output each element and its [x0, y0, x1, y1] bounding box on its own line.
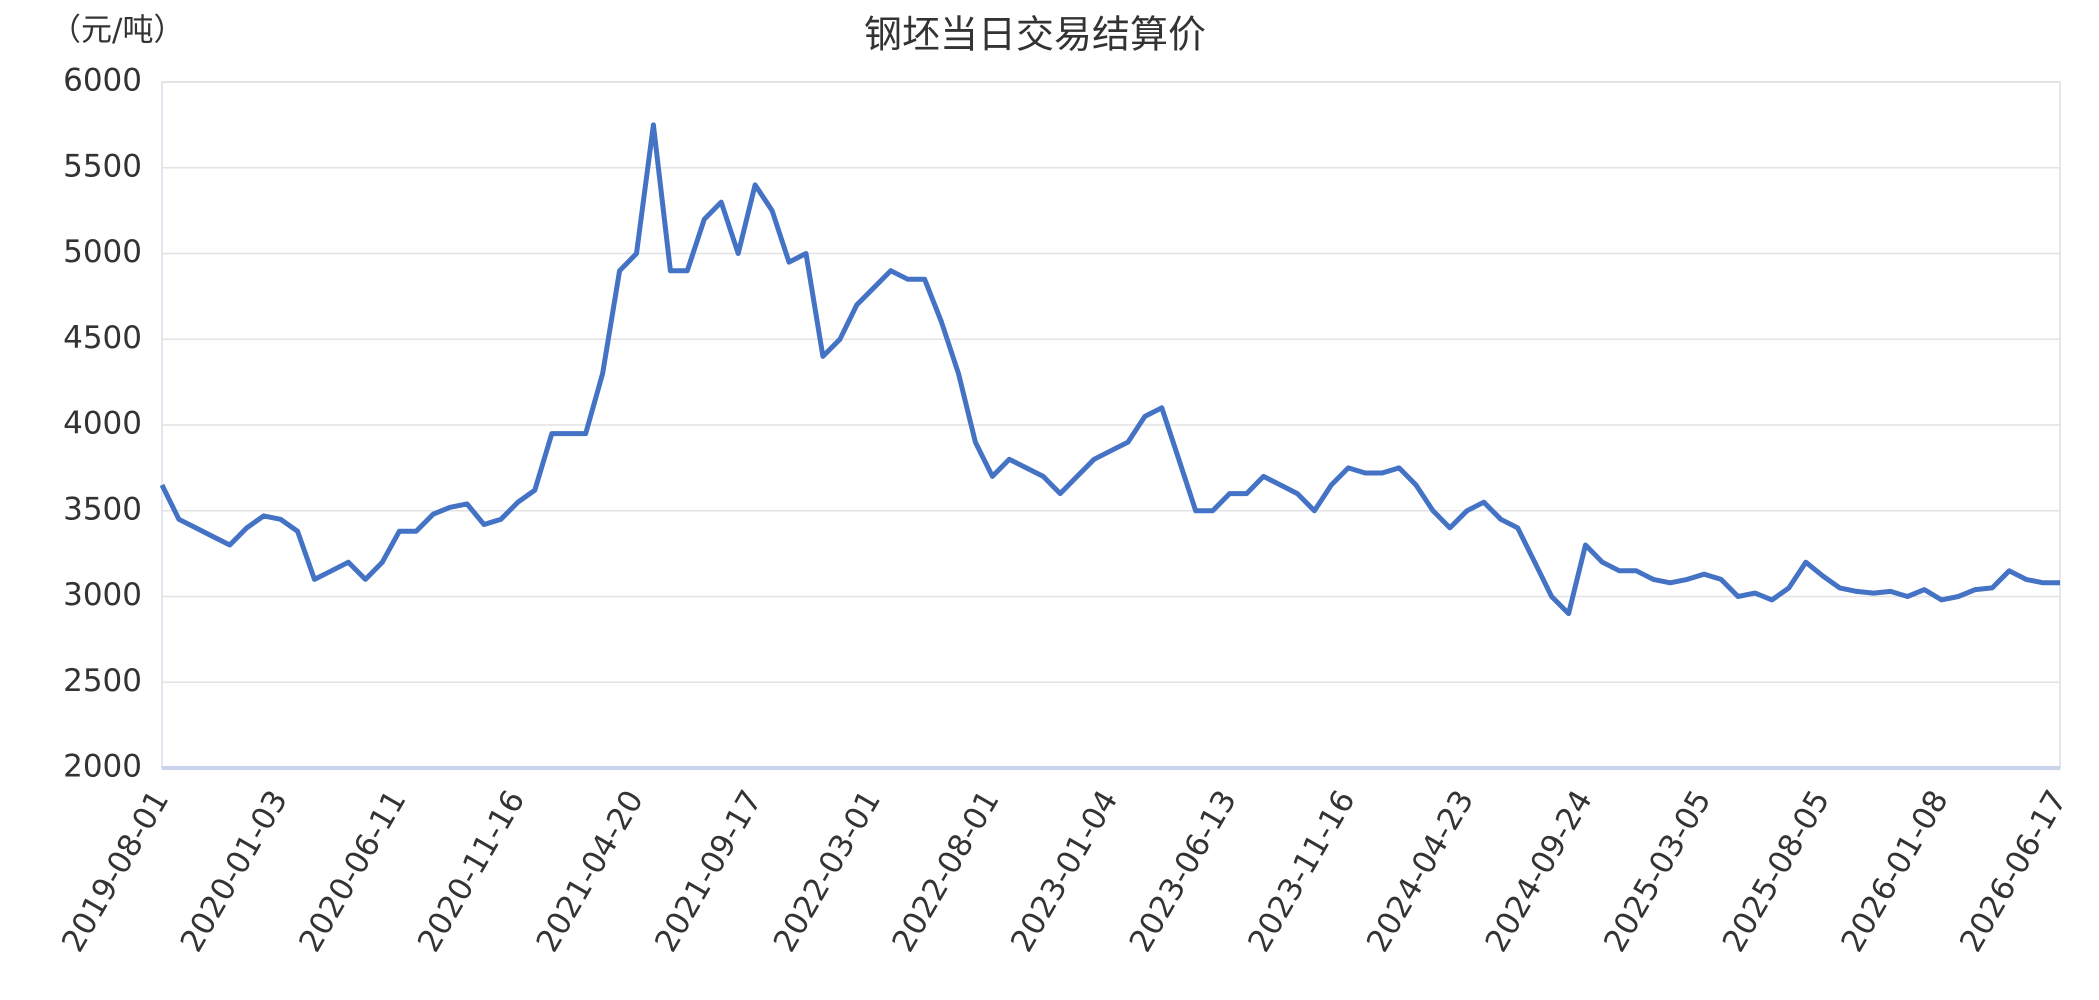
- y-tick-label: 4000: [63, 406, 142, 442]
- x-tick-label: 2020-06-11: [292, 784, 413, 958]
- y-tick-label: 5500: [63, 148, 142, 184]
- y-tick-label: 2000: [63, 749, 142, 785]
- x-tick-label: 2020-11-16: [411, 784, 532, 958]
- y-tick-label: 6000: [63, 63, 142, 99]
- y-tick-label: 2500: [63, 663, 142, 699]
- x-tick-label: 2023-06-13: [1123, 784, 1244, 958]
- x-tick-label: 2025-08-05: [1716, 784, 1837, 958]
- x-tick-label: 2023-01-04: [1004, 784, 1125, 958]
- x-tick-label: 2022-08-01: [885, 784, 1006, 958]
- x-tick-label: 2020-01-03: [174, 784, 295, 958]
- y-tick-label: 3000: [63, 577, 142, 613]
- y-axis-label: （元/吨）: [50, 13, 184, 49]
- x-tick-label: 2021-09-17: [648, 784, 769, 958]
- chart-title: 钢坯当日交易结算价: [864, 13, 1206, 57]
- x-tick-label: 2023-11-16: [1241, 784, 1362, 958]
- x-tick-label: 2024-04-23: [1360, 784, 1481, 958]
- y-tick-label: 3500: [63, 491, 142, 527]
- y-tick-label: 5000: [63, 234, 142, 270]
- x-tick-label: 2026-01-08: [1834, 784, 1955, 958]
- x-tick-label: 2024-09-24: [1479, 784, 1600, 958]
- y-tick-label: 4500: [63, 320, 142, 356]
- x-tick-label: 2026-06-17: [1953, 784, 2074, 958]
- x-tick-label: 2022-03-01: [767, 784, 888, 958]
- x-tick-label: 2025-03-05: [1597, 784, 1718, 958]
- x-tick-label: 2019-08-01: [55, 784, 176, 958]
- x-tick-label: 2021-04-20: [530, 784, 651, 958]
- data-line: [159, 122, 2060, 617]
